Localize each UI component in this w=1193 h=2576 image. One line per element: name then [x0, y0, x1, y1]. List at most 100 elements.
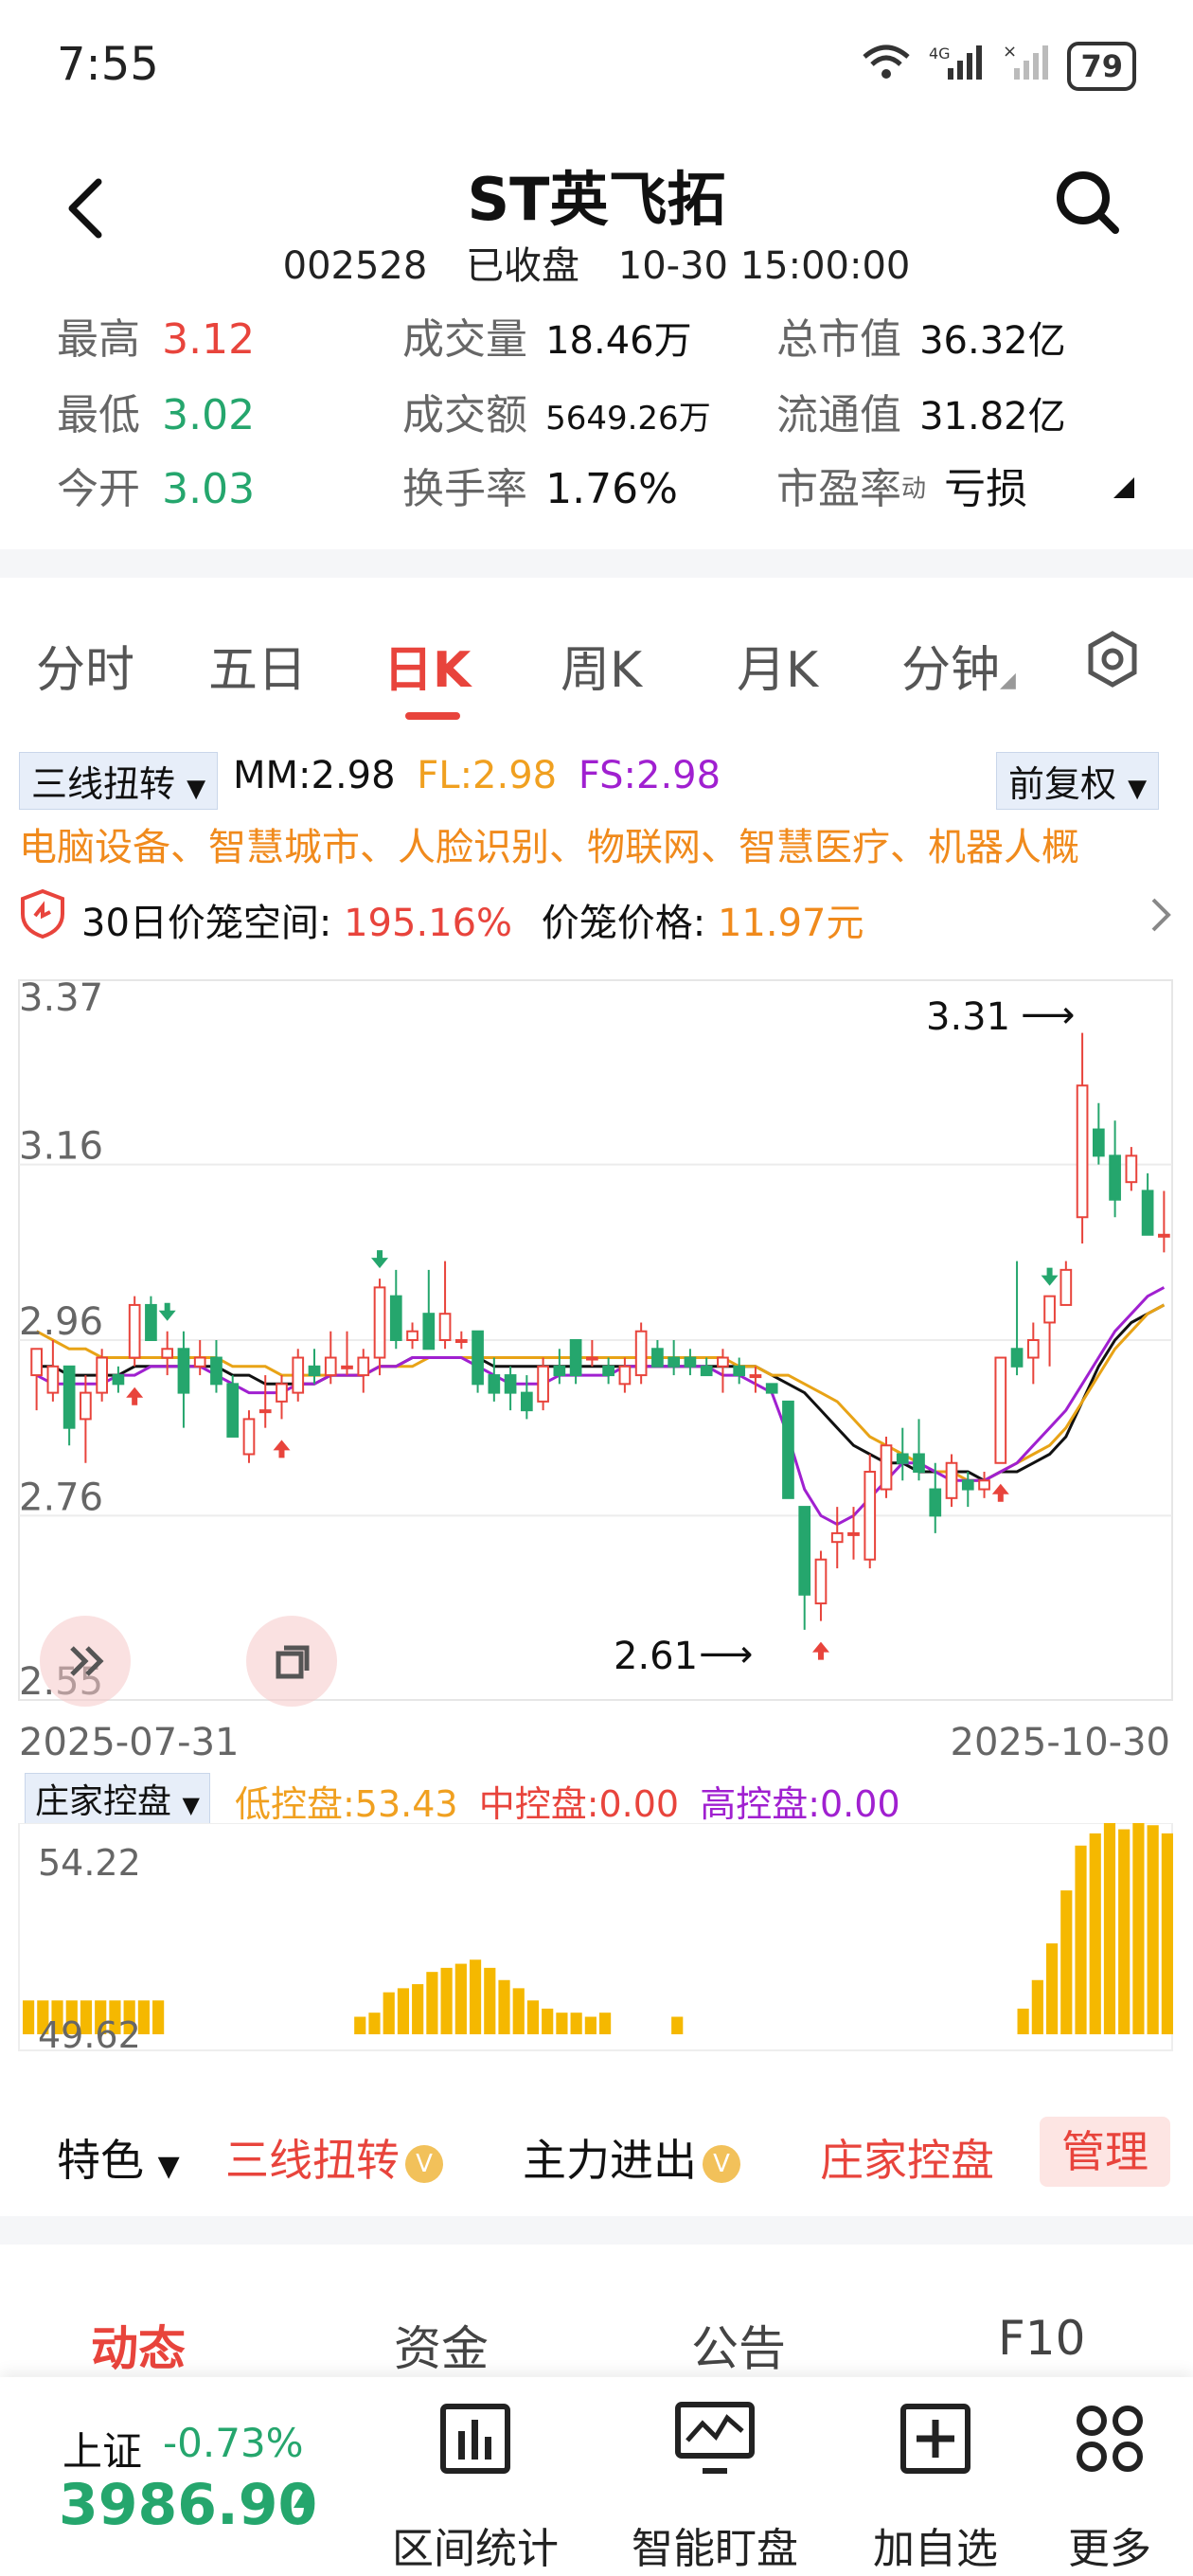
cage-pct: 195.16%: [344, 902, 513, 945]
svg-text:4G: 4G: [929, 45, 951, 63]
index-value[interactable]: 3986.90: [59, 2472, 318, 2538]
indicator-select[interactable]: 三线扭转 ▼: [19, 752, 219, 810]
tab-intraday[interactable]: 分时: [36, 642, 135, 699]
candles: [30, 1032, 1170, 1630]
manage-button[interactable]: 管理: [1040, 2117, 1170, 2187]
signal-arrows: [126, 1250, 1059, 1660]
candle-body: [929, 1488, 942, 1517]
candle-body: [1059, 1268, 1073, 1306]
ma-line-mm_black: [36, 1303, 1166, 1483]
candle-body: [651, 1348, 664, 1368]
candle-body: [46, 1365, 60, 1394]
buy-arrow-icon: [126, 1386, 144, 1405]
feature-dealer-control[interactable]: 庄家控盘: [820, 2135, 994, 2186]
adjust-select[interactable]: 前复权 ▼: [996, 752, 1160, 810]
tab-news[interactable]: 动态: [91, 2321, 186, 2376]
panel-indicator-name: 庄家控盘: [35, 1782, 172, 1821]
y-tick-label: 2.96: [19, 1300, 103, 1344]
vip-badge-icon: V: [405, 2144, 443, 2183]
bar-chart-icon[interactable]: [437, 2401, 513, 2480]
feature-menu[interactable]: 特色 ▼: [57, 2126, 180, 2189]
tab-announcements[interactable]: 公告: [691, 2321, 786, 2376]
chevron-right-icon[interactable]: [1149, 896, 1172, 938]
expand-chart-button[interactable]: [40, 1616, 131, 1707]
control-bar: [1075, 1845, 1087, 2034]
add-watchlist-label[interactable]: 加自选: [873, 2525, 998, 2573]
control-bar-chart[interactable]: 54.22 49.62: [0, 1823, 1193, 2060]
y-tick-label: 2.76: [19, 1476, 103, 1519]
panel-indicator-select[interactable]: 庄家控盘 ▼: [25, 1773, 210, 1824]
chevron-down-icon: ▼: [1128, 775, 1148, 803]
price-cage-row[interactable]: 30日价笼空间: 195.16% 价笼价格: 11.97元: [81, 892, 864, 947]
control-bar: [498, 1979, 510, 2034]
concept-tags[interactable]: 电脑设备、智慧城市、人脸识别、物联网、智慧医疗、机器人概: [19, 826, 1079, 869]
candle-body: [504, 1374, 517, 1394]
feature-menu-label: 特色: [57, 2135, 144, 2186]
candle-body: [1125, 1154, 1138, 1184]
tab-weekly-k[interactable]: 周K: [561, 642, 643, 699]
turnover-value: 1.76%: [545, 465, 678, 513]
candle-body: [80, 1391, 92, 1421]
feature-three-line[interactable]: 三线扭转 V: [225, 2126, 443, 2189]
candle-body: [994, 1356, 1007, 1464]
tab-five-day[interactable]: 五日: [208, 642, 308, 699]
candle-body: [226, 1383, 240, 1438]
control-bar: [526, 2000, 540, 2034]
control-bar: [1017, 2008, 1029, 2034]
tab-f10[interactable]: F10: [998, 2311, 1086, 2366]
more-label[interactable]: 更多: [1068, 2525, 1151, 2573]
candle-body: [438, 1313, 452, 1342]
candle-body: [1026, 1339, 1040, 1359]
candle-body: [292, 1356, 305, 1394]
index-name[interactable]: 上证: [62, 2428, 143, 2475]
smart-watch-label[interactable]: 智能盯盘: [632, 2525, 798, 2573]
more-grid-icon[interactable]: [1072, 2401, 1148, 2480]
candle-body: [389, 1295, 402, 1342]
fullscreen-button[interactable]: [246, 1616, 337, 1707]
search-icon[interactable]: [1051, 166, 1127, 242]
candle-body: [553, 1365, 566, 1377]
volume-label: 成交量: [402, 315, 527, 364]
feature-main-flow[interactable]: 主力进出 V: [523, 2126, 740, 2189]
expand-triangle-icon[interactable]: [1112, 475, 1136, 504]
monitor-icon[interactable]: [674, 2401, 756, 2480]
control-bar: [1031, 1979, 1043, 2034]
control-bar: [542, 2008, 554, 2034]
adjust-label: 前复权: [1008, 763, 1117, 805]
tab-daily-k[interactable]: 日K: [383, 642, 472, 699]
control-bar: [512, 1988, 525, 2034]
control-values: 低控盘:53.43 中控盘:0.00 高控盘:0.00: [235, 1775, 900, 1827]
panel-tick-bottom: 49.62: [38, 2014, 141, 2056]
tab-monthly-k[interactable]: 月K: [737, 642, 819, 699]
chevron-down-icon: ▼: [187, 775, 206, 803]
float-cap-cell: 流通值 31.82亿: [776, 381, 1066, 441]
candle-body: [1043, 1295, 1056, 1324]
back-button[interactable]: [57, 170, 114, 246]
candle-body: [765, 1383, 778, 1394]
candle-body: [30, 1348, 43, 1377]
control-bar: [484, 1967, 496, 2034]
candle-body: [798, 1506, 811, 1596]
kline-chart[interactable]: 3.373.162.962.762.55 3.31 ⟶ 2.61 ⟶ 2025-…: [0, 952, 1193, 1766]
tab-funds[interactable]: 资金: [394, 2321, 489, 2376]
candle-body: [700, 1365, 713, 1377]
candle-body: [193, 1356, 206, 1368]
cage-price-label: 价笼价格:: [541, 902, 706, 945]
low-annotation: 2.61: [614, 1635, 698, 1678]
control-bar: [570, 2012, 582, 2034]
candle-body: [896, 1453, 909, 1464]
status-time: 7:55: [57, 38, 159, 91]
tab-minute[interactable]: 分钟◢: [901, 630, 1016, 701]
candle-body: [357, 1356, 370, 1377]
float-cap-value: 31.82亿: [919, 395, 1066, 438]
range-stats-label[interactable]: 区间统计: [392, 2525, 559, 2573]
pe-label: 市盈率: [776, 465, 901, 513]
settings-icon[interactable]: [1083, 630, 1142, 692]
quote-row-2: 最低 3.02: [57, 381, 255, 441]
control-bars: [23, 1823, 1173, 2034]
quote-grid: 最高 3.12 成交量 18.46万 总市值 36.32亿 最低 3.02 成交…: [0, 313, 1193, 530]
add-square-icon[interactable]: [898, 2401, 973, 2480]
candle-body: [684, 1356, 697, 1368]
fl-value: FL:2.98: [417, 754, 558, 797]
candle-body: [537, 1365, 549, 1403]
